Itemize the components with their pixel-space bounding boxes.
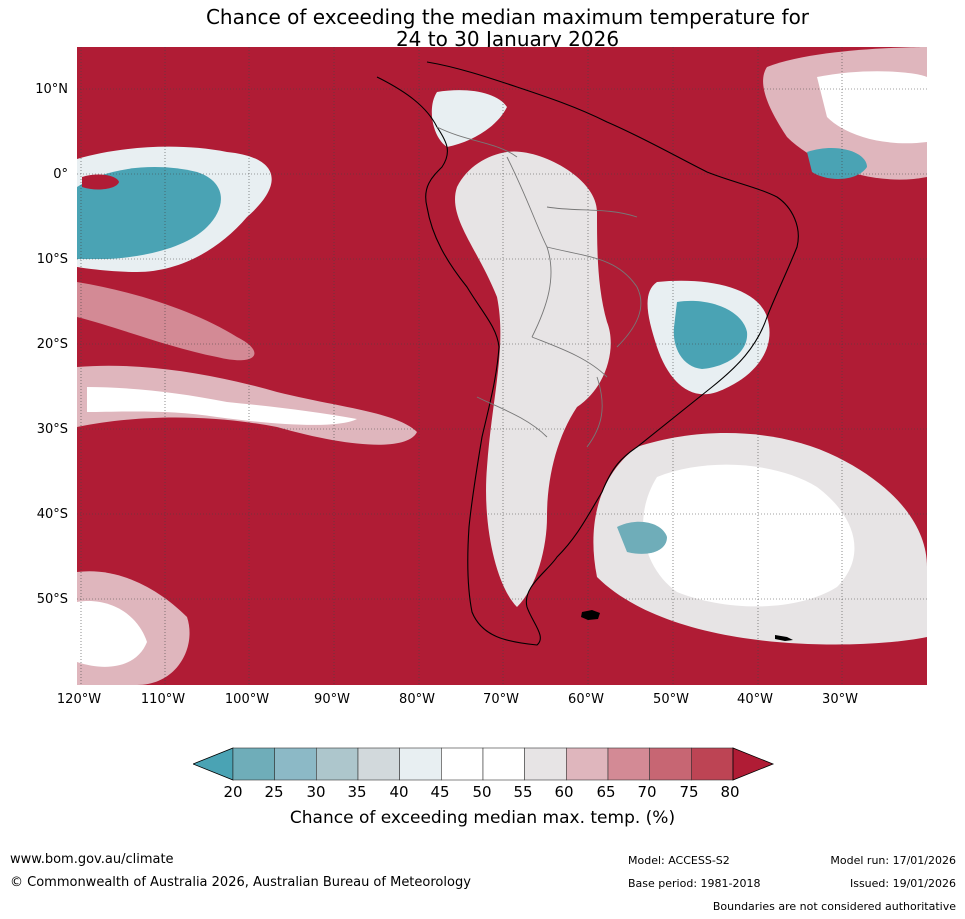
lon-label-100w: 100°W [224,692,270,707]
country-borders [436,126,642,448]
probability-map [77,47,927,685]
copyright-notice: © Commonwealth of Australia 2026, Austra… [10,875,471,890]
south-pacific-neutral [77,601,147,667]
colorbar-cell [274,747,317,781]
lat-label-50s: 50°S [36,592,68,607]
colorbar-tick-20: 20 [223,783,243,801]
boundaries-disclaimer: Boundaries are not considered authoritat… [712,900,956,913]
se-pacific-neutral-band [87,387,357,425]
colorbar-extend-high [732,747,775,781]
colorbar-cell [524,747,567,781]
colorbar-tick-50: 50 [472,783,492,801]
lon-label-120w: 120°W [56,692,102,707]
lon-label-110w: 110°W [140,692,186,707]
bom-url-link[interactable]: www.bom.gov.au/climate [10,852,174,867]
colorbar-extend-low [193,747,234,781]
colorbar-cell [399,747,442,781]
brazil-cool-anomaly [673,300,748,369]
pacific-cool-anomaly [77,167,221,259]
colorbar-tick-80: 80 [720,783,740,801]
colorbar-cell [649,747,692,781]
colorbar-cells [232,747,734,781]
map-title-line-1: Chance of exceeding the median maximum t… [205,5,810,29]
colorbar-tick-35: 35 [347,783,367,801]
colorbar-cell [691,747,734,781]
base-period: Base period: 1981-2018 [628,877,761,890]
south-america-coastline [376,61,799,646]
colorbar-tick-45: 45 [430,783,450,801]
map-canvas [77,47,927,685]
issued-date: Issued: 19/01/2026 [849,877,956,890]
model-run-date: Model run: 17/01/2026 [830,854,956,867]
colorbar-cell [566,747,609,781]
lat-label-equator: 0° [53,167,68,182]
lon-label-80w: 80°W [399,692,435,707]
map-title-line-2: 24 to 30 January 2026 [395,27,620,51]
colorbar-cell [441,747,484,781]
se-pacific-band [77,282,255,361]
colorbar-tick-65: 65 [596,783,616,801]
colorbar-cell [232,747,275,781]
ne-atlantic-cool-spot [807,147,867,179]
colorbar-tick-70: 70 [637,783,657,801]
colorbar-tick-75: 75 [679,783,699,801]
falklands-island [581,610,600,620]
map-gridlines [77,47,927,685]
colorbar-label: Chance of exceeding median max. temp. (%… [289,808,676,828]
lon-label-30w: 30°W [822,692,858,707]
lon-label-90w: 90°W [314,692,350,707]
model-name: Model: ACCESS-S2 [628,854,730,867]
lat-label-10n: 10°N [35,82,68,97]
colorbar-tick-55: 55 [513,783,533,801]
south-atlantic-neutral [643,464,855,607]
lat-label-10s: 10°S [36,252,68,267]
lat-label-40s: 40°S [36,507,68,522]
lon-label-50w: 50°W [653,692,689,707]
colorbar [193,747,775,781]
east-islands [775,635,793,641]
lat-label-20s: 20°S [36,337,68,352]
colorbar-cell [357,747,400,781]
colorbar-cell [316,747,359,781]
colorbar-tick-30: 30 [306,783,326,801]
south-atlantic-cool-spot [617,521,667,554]
pacific-warm-spot [82,174,119,190]
lon-label-70w: 70°W [483,692,519,707]
south-america-interior [455,151,611,607]
colorbar-tick-25: 25 [264,783,284,801]
colorbar-tick-60: 60 [554,783,574,801]
lon-label-40w: 40°W [737,692,773,707]
lon-label-60w: 60°W [568,692,604,707]
colorbar-cell [482,747,525,781]
lat-label-30s: 30°S [36,422,68,437]
colorbar-tick-40: 40 [389,783,409,801]
colorbar-cell [607,747,650,781]
